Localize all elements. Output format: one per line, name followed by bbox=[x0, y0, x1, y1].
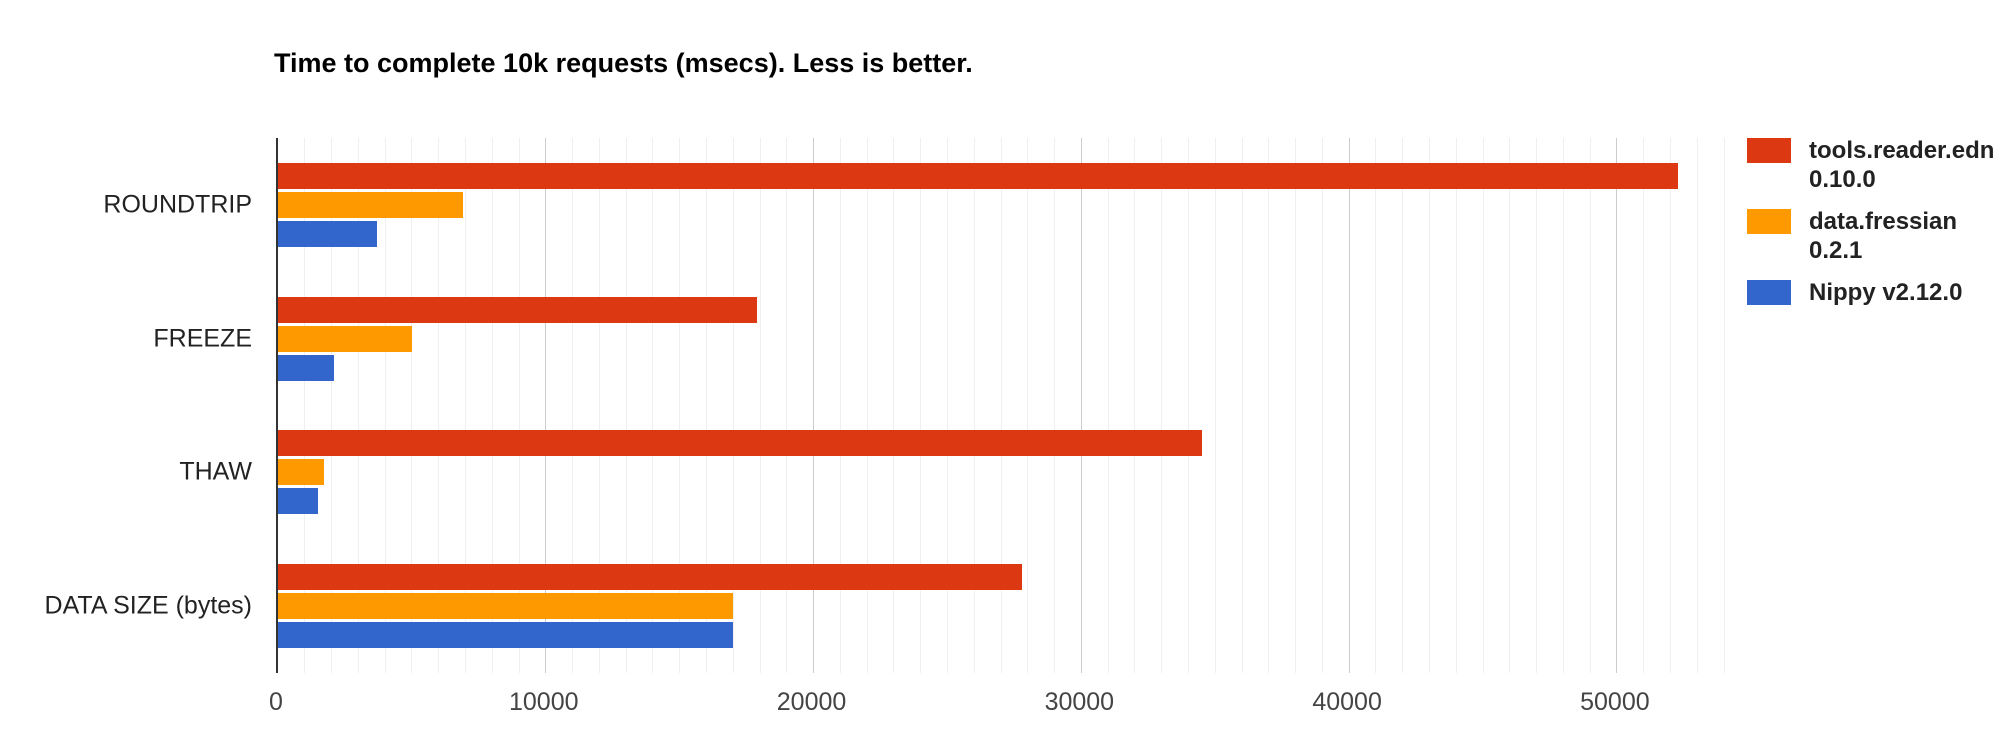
minor-gridline bbox=[1295, 138, 1297, 673]
minor-gridline bbox=[946, 138, 948, 673]
bar bbox=[278, 162, 1679, 189]
minor-gridline bbox=[357, 138, 359, 673]
minor-gridline bbox=[1134, 138, 1136, 673]
tick-label: 40000 bbox=[1312, 688, 1382, 716]
minor-gridline bbox=[893, 138, 895, 673]
minor-gridline bbox=[920, 138, 922, 673]
tick-label: 50000 bbox=[1580, 688, 1650, 716]
minor-gridline bbox=[384, 138, 386, 673]
legend: tools.reader.edn 0.10.0 data.fressian 0.2.1… bbox=[1747, 136, 2007, 320]
minor-gridline bbox=[1187, 138, 1189, 673]
major-gridline bbox=[813, 138, 815, 673]
minor-gridline bbox=[464, 138, 466, 673]
minor-gridline bbox=[1375, 138, 1377, 673]
category-axis: ROUNDTRIP FREEZE THAW DATA SIZE (bytes) bbox=[0, 0, 252, 754]
legend-entry: Nippy v2.12.0 bbox=[1747, 278, 2007, 307]
bar bbox=[278, 191, 463, 218]
bar bbox=[278, 354, 335, 381]
minor-gridline bbox=[1241, 138, 1243, 673]
minor-gridline bbox=[438, 138, 440, 673]
minor-gridline bbox=[1562, 138, 1564, 673]
minor-gridline bbox=[491, 138, 493, 673]
category-label: THAW bbox=[179, 457, 252, 486]
bar bbox=[278, 325, 412, 352]
minor-gridline bbox=[973, 138, 975, 673]
major-gridline bbox=[545, 138, 547, 673]
minor-gridline bbox=[732, 138, 734, 673]
bar bbox=[278, 488, 319, 515]
legend-swatch bbox=[1747, 209, 1791, 234]
minor-gridline bbox=[1027, 138, 1029, 673]
minor-gridline bbox=[705, 138, 707, 673]
minor-gridline bbox=[679, 138, 681, 673]
legend-swatch bbox=[1747, 280, 1791, 305]
minor-gridline bbox=[1723, 138, 1725, 673]
bar bbox=[278, 430, 1202, 457]
minor-gridline bbox=[625, 138, 627, 673]
major-gridline bbox=[1616, 138, 1618, 673]
minor-gridline bbox=[411, 138, 413, 673]
minor-gridline bbox=[1669, 138, 1671, 673]
tick-label: 30000 bbox=[1044, 688, 1115, 716]
minor-gridline bbox=[1321, 138, 1323, 673]
category-label: ROUNDTRIP bbox=[103, 190, 252, 219]
minor-gridline bbox=[518, 138, 520, 673]
bar bbox=[278, 593, 734, 620]
minor-gridline bbox=[1696, 138, 1698, 673]
minor-gridline bbox=[1482, 138, 1484, 673]
minor-gridline bbox=[1107, 138, 1109, 673]
minor-gridline bbox=[1589, 138, 1591, 673]
tick-label: 10000 bbox=[509, 688, 579, 716]
bar bbox=[278, 622, 734, 649]
bar bbox=[278, 564, 1023, 591]
minor-gridline bbox=[1428, 138, 1430, 673]
tick-label: 20000 bbox=[776, 688, 847, 716]
minor-gridline bbox=[572, 138, 574, 673]
minor-gridline bbox=[598, 138, 600, 673]
minor-gridline bbox=[331, 138, 333, 673]
minor-gridline bbox=[839, 138, 841, 673]
chart-title: Time to complete 10k requests (msecs). L… bbox=[274, 48, 973, 78]
minor-gridline bbox=[1455, 138, 1457, 673]
category-label: FREEZE bbox=[153, 324, 252, 353]
minor-gridline bbox=[1268, 138, 1270, 673]
minor-gridline bbox=[304, 138, 306, 673]
legend-label: Nippy v2.12.0 bbox=[1809, 279, 1963, 306]
minor-gridline bbox=[1054, 138, 1056, 673]
legend-label: tools.reader.edn 0.10.0 bbox=[1809, 137, 1995, 193]
plot-area bbox=[276, 138, 1725, 673]
minor-gridline bbox=[866, 138, 868, 673]
minor-gridline bbox=[1402, 138, 1404, 673]
legend-swatch bbox=[1747, 138, 1791, 163]
tick-label: 0 bbox=[269, 688, 283, 716]
minor-gridline bbox=[786, 138, 788, 673]
legend-label: data.fressian 0.2.1 bbox=[1809, 208, 1958, 264]
minor-gridline bbox=[1509, 138, 1511, 673]
major-gridline bbox=[1080, 138, 1082, 673]
category-label: DATA SIZE (bytes) bbox=[44, 591, 252, 620]
bar bbox=[278, 220, 378, 247]
bar bbox=[278, 296, 758, 323]
minor-gridline bbox=[1161, 138, 1163, 673]
minor-gridline bbox=[1214, 138, 1216, 673]
minor-gridline bbox=[1643, 138, 1645, 673]
minor-gridline bbox=[652, 138, 654, 673]
minor-gridline bbox=[759, 138, 761, 673]
minor-gridline bbox=[1000, 138, 1002, 673]
major-gridline bbox=[1348, 138, 1350, 673]
legend-entry: data.fressian 0.2.1 bbox=[1747, 207, 2007, 265]
legend-entry: tools.reader.edn 0.10.0 bbox=[1747, 136, 2007, 194]
minor-gridline bbox=[1536, 138, 1538, 673]
bar bbox=[278, 459, 324, 486]
